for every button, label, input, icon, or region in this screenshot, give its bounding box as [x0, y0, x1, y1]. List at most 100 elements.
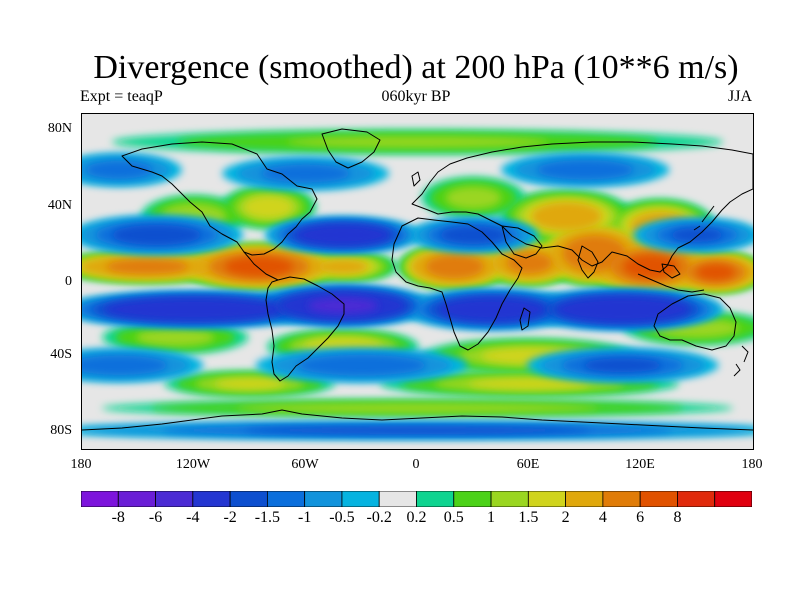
coastline-north-america: [121, 141, 318, 256]
contour-neg-10: [82, 355, 168, 375]
coastline-japan: [693, 205, 715, 231]
contour-neg-6: [439, 226, 507, 244]
coastline-central-america: [243, 251, 279, 281]
lon-tick-0: 0: [412, 457, 420, 472]
colorbar-swatch-8: [378, 491, 417, 507]
colorbar-label: -1.5: [254, 509, 281, 526]
colorbar-swatch-16: [677, 491, 716, 507]
coastline-indonesia: [637, 263, 705, 293]
map-canvas: [82, 114, 753, 449]
colorbar-swatch-9: [416, 491, 455, 507]
colorbar-label: -0.5: [329, 509, 355, 526]
contour-neg-0: [104, 297, 284, 322]
lat-tick-80s: 80S: [50, 423, 72, 438]
contour-neg-2: [437, 297, 547, 322]
contour-pos-2: [317, 259, 369, 274]
contour-pos-1: [105, 259, 189, 274]
coastline-eurasia: [411, 141, 753, 273]
lat-tick-40n: 40N: [47, 198, 72, 213]
colorbar-label: -1: [297, 509, 312, 526]
colorbar-swatch-2: [155, 491, 194, 507]
contour-pos-4: [506, 252, 553, 274]
coastline-arabia: [501, 225, 543, 259]
colorbar-swatch-6: [304, 491, 343, 507]
contour-neg-11: [244, 426, 591, 435]
divergence-field: [82, 114, 753, 449]
colorbar-label: 1: [487, 509, 496, 526]
coastlines: [82, 128, 753, 431]
colorbar-label: 0.2: [406, 509, 427, 526]
lat-tick-80n: 80N: [47, 121, 72, 136]
contour-neg-12: [261, 164, 351, 183]
contour-neg-7: [670, 228, 724, 242]
lon-tick-120e: 120E: [625, 457, 655, 472]
coastline-greenland: [321, 128, 381, 169]
plot-title: Divergence (smoothed) at 200 hPa (10**6 …: [93, 49, 739, 86]
colorbar-label: -4: [186, 509, 200, 526]
lon-tick-120w: 120W: [175, 457, 211, 472]
colorbar-swatch-14: [602, 491, 641, 507]
coastline-uk: [411, 171, 421, 187]
colorbar-swatch-7: [341, 491, 380, 507]
lon-tick-180e: 180: [741, 457, 763, 472]
colorbar-swatch-0: [81, 491, 119, 507]
colorbar-swatch-10: [453, 491, 492, 507]
colorbar-label: 1.5: [518, 509, 539, 526]
lon-tick-60w: 60W: [291, 457, 319, 472]
colorbar-swatch-12: [527, 491, 567, 507]
contour-pos-17: [214, 378, 285, 390]
contour-pos-3: [425, 254, 484, 279]
coastline-antarctica: [82, 409, 753, 431]
colorbar-swatch-15: [639, 491, 678, 507]
colorbar-swatch-1: [117, 491, 156, 507]
colorbar: [81, 491, 752, 507]
colorbar-label: -0.2: [366, 509, 392, 526]
contour-pos-0: [224, 256, 294, 277]
colorbar-swatch-4: [229, 491, 268, 507]
experiment-label: Expt = teaqP: [80, 88, 163, 105]
divergence-map: [81, 113, 754, 450]
colorbar-label: 0.5: [443, 509, 464, 526]
coastline-india: [577, 245, 599, 279]
contour-neg-1: [308, 297, 378, 314]
season-label: JJA: [727, 88, 752, 105]
colorbar-label: -6: [148, 509, 163, 526]
contour-pos-15: [136, 328, 215, 347]
contour-pos-19: [236, 403, 599, 413]
colorbar-swatch-11: [490, 491, 529, 507]
colorbar-label: 4: [598, 509, 607, 526]
contour-neg-14: [85, 160, 153, 179]
lon-tick-180w: 180: [70, 457, 92, 472]
contour-pos-18: [468, 378, 591, 390]
contour-neg-13: [536, 160, 634, 180]
contour-neg-8: [297, 354, 426, 376]
contour-neg-4: [295, 224, 391, 246]
coastline-new-zealand: [733, 345, 749, 377]
colorbar-label: -2: [223, 509, 237, 526]
lat-tick-0: 0: [65, 274, 72, 289]
colorbar-label: -8: [111, 509, 125, 526]
contour-pos-20: [286, 136, 549, 148]
lat-tick-40s: 40S: [50, 347, 72, 362]
colorbar-swatch-5: [266, 491, 306, 507]
coastline-madagascar: [519, 307, 531, 331]
colorbar-label: 2: [561, 509, 570, 526]
contour-neg-5: [111, 224, 202, 245]
contour-pos-12: [445, 186, 502, 209]
colorbar-swatch-17: [714, 491, 752, 507]
colorbar-swatch-3: [192, 491, 231, 507]
coastline-australia: [653, 293, 737, 351]
coastline-south-america: [265, 276, 345, 382]
colorbar-label: 8: [673, 509, 682, 526]
contour-neg-9: [583, 358, 662, 373]
lon-tick-60e: 60E: [516, 457, 540, 472]
coastline-africa: [391, 217, 523, 351]
colorbar-swatch-13: [565, 491, 604, 507]
contour-neg-3: [555, 295, 690, 323]
colorbar-label: 6: [636, 509, 645, 526]
contour-pos-7: [696, 264, 735, 281]
contour-pos-10: [243, 195, 293, 219]
contour-pos-8: [531, 202, 602, 231]
contour-pos-6: [622, 254, 679, 279]
period-label: 060kyr BP: [381, 88, 451, 105]
